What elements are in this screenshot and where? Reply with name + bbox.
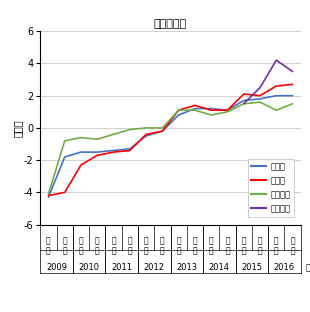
東京圈: [177, 113, 180, 117]
東京圈: [209, 107, 213, 110]
Text: 後
半: 後 半: [193, 236, 197, 255]
大阪圈: [144, 133, 148, 136]
東京圈: [95, 150, 99, 154]
大阪圈: [177, 108, 180, 112]
東京圈: [79, 150, 83, 154]
Text: 前
半: 前 半: [144, 236, 148, 255]
東京圈: [46, 195, 50, 199]
地方四市: [274, 58, 278, 62]
Text: 2010: 2010: [79, 263, 100, 272]
東京圈: [63, 155, 67, 159]
東京圈: [193, 107, 197, 110]
名古屋圈: [291, 102, 294, 105]
大阪圈: [79, 163, 83, 167]
Line: 東京圈: 東京圈: [48, 96, 293, 197]
名古屋圈: [226, 110, 229, 114]
大阪圈: [128, 149, 132, 152]
大阪圈: [209, 108, 213, 112]
大阪圈: [95, 154, 99, 157]
東京圈: [128, 147, 132, 151]
東京圈: [242, 99, 246, 102]
大阪圈: [258, 94, 262, 98]
東京圈: [161, 129, 164, 133]
Text: 後
半: 後 半: [258, 236, 262, 255]
大阪圈: [274, 84, 278, 88]
名古屋圈: [177, 108, 180, 112]
名古屋圈: [209, 113, 213, 117]
Text: 前
半: 前 半: [176, 236, 181, 255]
地方四市: [291, 70, 294, 73]
大阪圈: [226, 108, 229, 112]
Text: 後
半: 後 半: [127, 236, 132, 255]
Text: 前
半: 前 半: [79, 236, 83, 255]
大阪圈: [161, 129, 164, 133]
東京圈: [274, 94, 278, 98]
名古屋圈: [193, 108, 197, 112]
Text: 後
半: 後 半: [290, 236, 295, 255]
Text: 前
半: 前 半: [46, 236, 51, 255]
名古屋圈: [112, 133, 115, 136]
東京圈: [112, 149, 115, 152]
名古屋圈: [274, 108, 278, 112]
Text: 2013: 2013: [176, 263, 197, 272]
Text: 後
半: 後 半: [225, 236, 230, 255]
東京圈: [226, 108, 229, 112]
Text: 後
半: 後 半: [160, 236, 165, 255]
Text: 前
半: 前 半: [209, 236, 214, 255]
東京圈: [291, 94, 294, 98]
名古屋圈: [242, 102, 246, 105]
Text: 2009: 2009: [46, 263, 67, 272]
名古屋圈: [46, 192, 50, 196]
名古屋圈: [144, 126, 148, 130]
東京圈: [144, 134, 148, 138]
大阪圈: [112, 150, 115, 154]
大阪圈: [63, 191, 67, 194]
名古屋圈: [95, 137, 99, 141]
名古屋圈: [128, 128, 132, 131]
大阪圈: [46, 194, 50, 197]
Text: 2016: 2016: [274, 263, 295, 272]
大阪圈: [291, 82, 294, 86]
Y-axis label: （％）: （％）: [12, 119, 22, 137]
Line: 大阪圈: 大阪圈: [48, 84, 293, 196]
名古屋圈: [63, 139, 67, 143]
名古屋圈: [161, 126, 164, 130]
大阪圈: [193, 104, 197, 107]
Text: 後
半: 後 半: [95, 236, 100, 255]
Text: 2015: 2015: [241, 263, 262, 272]
東京圈: [258, 97, 262, 101]
Text: 前
半: 前 半: [241, 236, 246, 255]
Text: 後
半: 後 半: [62, 236, 67, 255]
地方四市: [258, 86, 262, 90]
Text: 前
半: 前 半: [274, 236, 279, 255]
Text: 2011: 2011: [111, 263, 132, 272]
Legend: 東京圈, 大阪圈, 名古屋圈, 地方四市: 東京圈, 大阪圈, 名古屋圈, 地方四市: [248, 159, 294, 217]
地方四市: [242, 102, 246, 105]
Text: 前
半: 前 半: [111, 236, 116, 255]
Line: 地方四市: 地方四市: [244, 60, 293, 104]
Text: （年）: （年）: [306, 263, 310, 272]
Line: 名古屋圈: 名古屋圈: [48, 102, 293, 194]
名古屋圈: [258, 100, 262, 104]
名古屋圈: [79, 136, 83, 139]
Title: （商業地）: （商業地）: [154, 19, 187, 29]
Text: 2012: 2012: [144, 263, 165, 272]
大阪圈: [242, 92, 246, 96]
Text: 2014: 2014: [209, 263, 230, 272]
